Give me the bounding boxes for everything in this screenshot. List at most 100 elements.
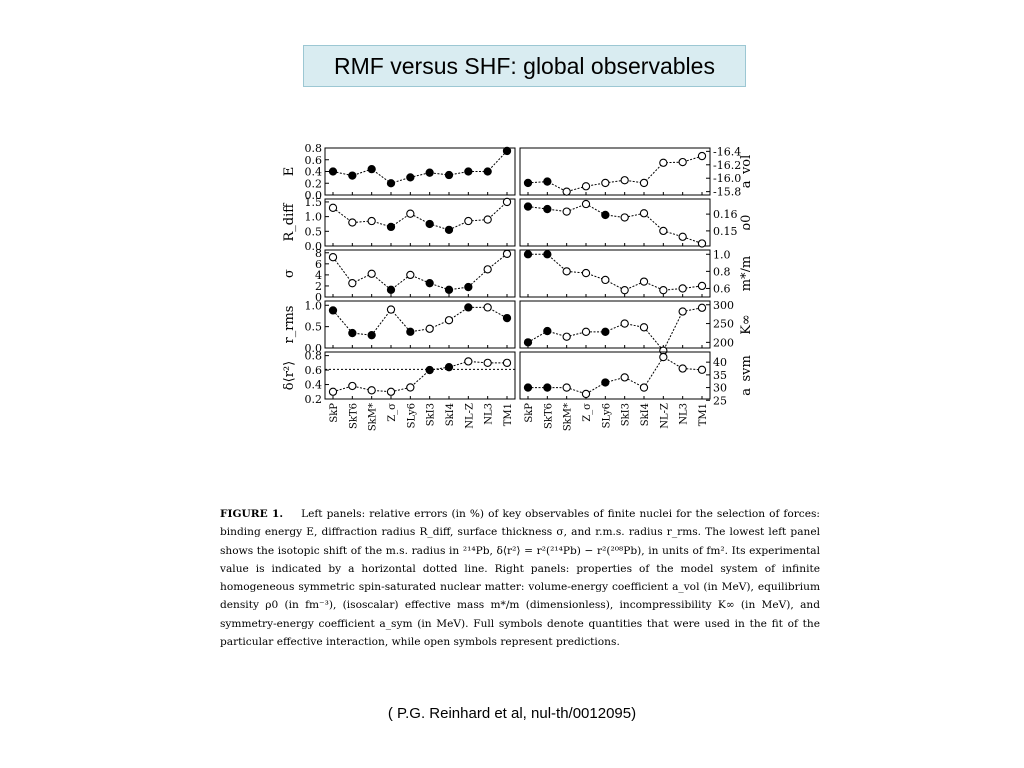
chart-2-point-9 [502, 249, 512, 259]
figure-panels: 0.00.20.40.60.8E0.00.51.01.5R_diff02468σ… [282, 142, 750, 431]
chart-4-point-8 [483, 358, 492, 367]
chart-3-point-3 [386, 305, 396, 314]
chart-5-point-4 [601, 178, 610, 188]
chart-6-point-2 [562, 207, 571, 216]
citation: ( P.G. Reinhard et al, nul-th/0012095) [387, 705, 637, 722]
chart-1-point-1 [348, 218, 357, 227]
chart-6-point-0 [523, 202, 533, 211]
chart-9-point-8 [678, 364, 687, 373]
chart-6-point-6 [639, 209, 649, 218]
chart-6-ytick-label-0: 0.15 [713, 225, 738, 238]
chart-2-point-4 [406, 270, 415, 280]
chart-5-frame [519, 147, 711, 196]
chart-0-point-1 [348, 171, 357, 180]
chart-4-ytick-label-0: 0.2 [305, 393, 323, 406]
chart-1-point-4 [406, 209, 415, 218]
chart-5-point-3 [581, 182, 591, 191]
chart-4-frame [324, 351, 516, 400]
chart-3-point-8 [483, 303, 492, 312]
chart-7-ytick-label-0: 0.6 [713, 282, 731, 295]
slide-title: RMF versus SHF: global observables [303, 45, 746, 87]
chart-4-point-5 [425, 365, 434, 375]
chart-3-point-7 [464, 303, 473, 312]
chart-5-ytick-label-3: -15.8 [713, 186, 741, 199]
category-label-right-4: SLy6 [601, 403, 612, 428]
chart-1-point-0 [328, 203, 338, 212]
chart-1-ytick-label-3: 1.5 [305, 196, 323, 209]
chart-2-ytick-label-3: 6 [315, 258, 322, 271]
chart-4-point-0 [328, 387, 338, 396]
chart-2-point-1 [348, 279, 357, 288]
chart-0-point-3 [386, 179, 396, 188]
chart-4-ytick-label-3: 0.8 [305, 350, 323, 363]
chart-5-point-9 [697, 151, 707, 161]
chart-2-ytick-label-1: 2 [315, 280, 322, 293]
category-label-right-2: SkM* [563, 403, 574, 431]
chart-7-point-3 [581, 268, 591, 278]
category-label-right-0: SkP [524, 403, 535, 423]
chart-4-point-4 [406, 383, 415, 392]
chart-0-point-5 [425, 168, 434, 177]
caption-label: FIGURE 1. [220, 508, 284, 520]
chart-1-ytick-label-2: 1.0 [305, 211, 323, 224]
chart-4-series-line [332, 360, 507, 393]
chart-4-ytick-label-1: 0.4 [305, 379, 323, 392]
chart-9-point-1 [543, 383, 552, 392]
category-label-right-1: SkT6 [543, 403, 554, 429]
category-label-left-3: Z_σ [387, 403, 398, 422]
chart-2-point-5 [425, 279, 434, 288]
chart-6-point-3 [581, 199, 591, 209]
chart-6-point-9 [697, 239, 707, 248]
chart-5-ytick-label-1: -16.2 [713, 159, 741, 172]
figure-caption: FIGURE 1. Left panels: relative errors (i… [220, 505, 820, 651]
chart-3-point-2 [367, 331, 376, 340]
chart-3-ytick-label-0: 0.0 [305, 342, 323, 355]
chart-0-ytick-label-0: 0.0 [305, 189, 323, 202]
chart-7-point-1 [543, 250, 552, 259]
chart-4-point-9 [502, 358, 512, 367]
chart-3-point-0 [328, 306, 338, 315]
chart-3-series-line [332, 306, 508, 336]
chart-1-series-line [332, 201, 508, 231]
chart-2-point-0 [328, 253, 338, 262]
chart-4-point-3 [386, 387, 396, 396]
category-label-left-8: NL3 [484, 403, 495, 425]
chart-9-point-5 [620, 373, 629, 382]
chart-9-series-line [528, 356, 703, 395]
chart-0-ytick-label-2: 0.4 [305, 166, 323, 179]
chart-7-ylabel: m*/m [739, 256, 750, 292]
chart-0-point-4 [406, 173, 415, 182]
chart-0-ytick-label-1: 0.2 [305, 177, 323, 190]
category-label-right-9: TM1 [698, 403, 709, 426]
chart-3-point-6 [444, 316, 454, 325]
chart-5-series-line [527, 155, 703, 193]
chart-6-ylabel: ρ0 [739, 215, 750, 231]
chart-5-point-5 [620, 176, 629, 185]
chart-6-series-line [527, 203, 703, 244]
category-label-right-7: NL-Z [659, 403, 670, 429]
chart-7-point-5 [620, 286, 629, 295]
chart-9-ylabel: a_sym [739, 355, 750, 396]
chart-7-point-2 [562, 267, 571, 276]
chart-9-ytick-label-0: 25 [713, 394, 727, 407]
chart-7-point-0 [523, 250, 533, 259]
chart-4-point-7 [464, 357, 473, 366]
category-label-left-0: SkP [329, 403, 340, 423]
chart-1-ytick-label-0: 0.0 [305, 240, 323, 253]
chart-7-point-8 [678, 284, 687, 293]
category-label-left-2: SkM* [368, 403, 379, 431]
category-label-right-6: SkI4 [640, 403, 651, 426]
chart-1-ylabel: R_diff [282, 202, 297, 242]
chart-6-point-7 [659, 226, 668, 236]
chart-3-ytick-label-2: 1.0 [305, 299, 323, 312]
chart-2-point-8 [483, 265, 492, 274]
chart-7-ytick-label-1: 0.8 [713, 265, 731, 278]
chart-5-point-1 [543, 177, 552, 186]
chart-9-ytick-label-2: 35 [713, 369, 727, 382]
chart-1-point-5 [425, 219, 434, 229]
chart-7-point-4 [601, 275, 610, 285]
chart-9-point-9 [697, 365, 707, 374]
category-label-left-6: SkI4 [445, 403, 456, 426]
chart-8-ytick-label-1: 250 [713, 318, 734, 331]
chart-1-point-6 [444, 225, 454, 234]
